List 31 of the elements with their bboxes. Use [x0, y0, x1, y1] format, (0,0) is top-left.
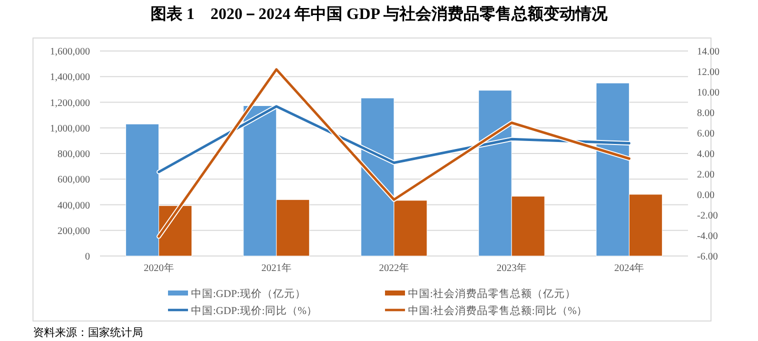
y-tick-label: 200,000: [58, 226, 90, 237]
x-tick-label: 2022年: [379, 262, 409, 274]
y2-tick-label: 14.00: [697, 46, 720, 58]
x-tick-label: 2020年: [144, 262, 174, 274]
legend-label: 中国:GDP:现价（亿元）: [191, 287, 306, 300]
y2-tick-label: 0.00: [697, 190, 714, 201]
y-tick-label: 1,000,000: [50, 123, 90, 134]
y-tick-label: 600,000: [58, 174, 90, 186]
y-tick-label: 0: [85, 252, 90, 262]
x-tick-label: 2024年: [614, 262, 644, 274]
y2-tick-label: -6.00: [697, 252, 718, 262]
y2-tick-label: 10.00: [697, 88, 720, 98]
x-tick-label: 2023年: [496, 262, 527, 274]
y2-tick-label: 8.00: [697, 108, 714, 119]
y2-tick-label: 12.00: [697, 67, 720, 78]
y-tick-label: 1,200,000: [50, 98, 90, 109]
y-tick-label: 1,600,000: [50, 46, 90, 58]
legend-label: 中国:社会消费品零售总额（亿元）: [408, 287, 576, 300]
y2-tick-label: 4.00: [697, 149, 714, 160]
legend-label: 中国:社会消费品零售总额:同比（%）: [408, 304, 588, 317]
y2-tick-label: -4.00: [697, 231, 718, 242]
y-tick-label: 400,000: [58, 200, 90, 212]
y-tick-label: 800,000: [58, 149, 90, 160]
y2-tick-label: 2.00: [697, 170, 714, 180]
y-tick-label: 1,400,000: [50, 72, 90, 84]
text: 资料来源：国家统计局: [33, 326, 143, 339]
legend-label: 中国:GDP:现价:同比（%）: [191, 304, 318, 317]
chart-title: 图表 1 2020－2024 年中国 GDP 与社会消费品零售总额变动情况: [150, 5, 608, 23]
x-tick-label: 2021年: [261, 262, 292, 274]
y2-tick-label: -2.00: [697, 210, 718, 222]
y2-tick-label: 6.00: [697, 128, 714, 140]
